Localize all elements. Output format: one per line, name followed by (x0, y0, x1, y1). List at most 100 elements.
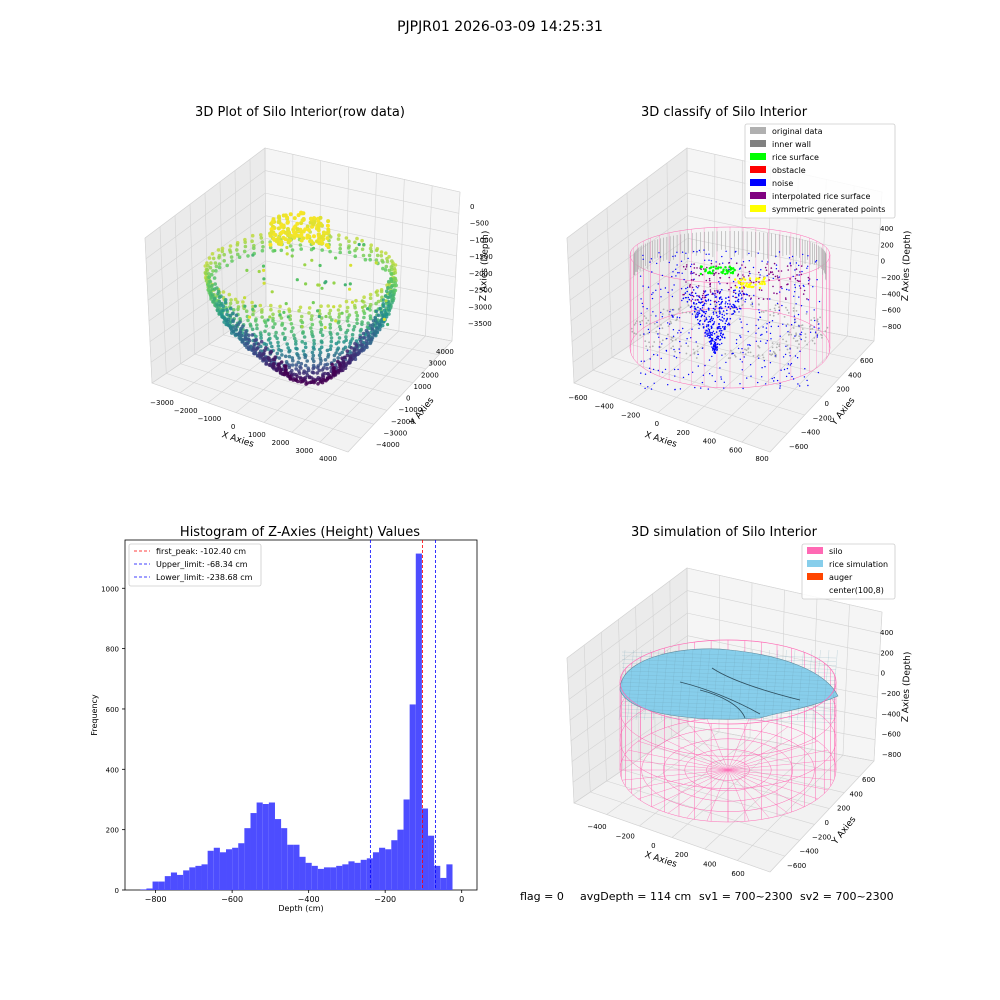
data-point (279, 248, 284, 253)
data-point (795, 340, 797, 342)
noise-point (741, 297, 743, 299)
data-point (259, 236, 264, 240)
noise-point (702, 374, 705, 376)
z-axis-label: Z Axies (Depth) (479, 231, 491, 302)
noise-point (691, 263, 693, 265)
noise-point (715, 331, 718, 333)
histogram-bar (305, 862, 312, 890)
rice-mesh-line (737, 649, 745, 721)
data-point (246, 337, 251, 342)
data-point (381, 313, 385, 318)
noise-point (706, 324, 708, 326)
panel-histogram: Histogram of Z-Axies (Height) Values −80… (90, 525, 478, 913)
noise-point (804, 368, 806, 370)
avg-depth-value: avgDepth = 114 cm (580, 890, 691, 903)
noise-point (649, 261, 651, 263)
noise-point (688, 332, 690, 334)
noise-point (807, 299, 810, 301)
data-point (675, 338, 677, 341)
histogram-bar (238, 843, 245, 890)
histogram-bar (268, 802, 275, 890)
data-point (777, 313, 780, 315)
noise-point (707, 388, 709, 390)
data-point (292, 333, 296, 338)
rice-mesh-line (703, 649, 711, 721)
rice-mesh-line (788, 649, 796, 721)
data-point (317, 241, 322, 246)
data-point (290, 356, 295, 360)
data-point (273, 249, 277, 253)
chart-title: 3D Plot of Silo Interior(row data) (195, 105, 405, 120)
data-point (211, 269, 215, 273)
noise-point (682, 297, 684, 300)
data-point (382, 308, 387, 313)
data-point (330, 362, 335, 367)
data-point (298, 305, 303, 310)
data-point (287, 354, 292, 359)
noise-point (668, 261, 670, 264)
tick-label: −600 (221, 895, 243, 904)
data-point (266, 318, 270, 322)
data-point (798, 335, 801, 338)
noise-point (660, 296, 662, 298)
grid-line (145, 170, 266, 259)
histogram-bar (330, 867, 337, 890)
silo-ring (619, 639, 837, 725)
data-point (325, 223, 330, 228)
data-point (303, 263, 307, 267)
data-point (685, 311, 688, 314)
noise-point (640, 372, 642, 374)
data-point (299, 380, 303, 384)
interp-point (697, 299, 699, 301)
grid-line (566, 567, 688, 659)
data-point (275, 237, 280, 242)
data-point (215, 303, 220, 307)
noise-point (712, 317, 714, 320)
data-point (306, 368, 311, 373)
noise-point (710, 260, 713, 262)
noise-point (669, 311, 671, 313)
data-point (772, 314, 775, 317)
data-point (206, 272, 211, 276)
data-point (317, 314, 321, 319)
noise-point (814, 319, 816, 322)
data-point (208, 280, 213, 284)
noise-point (718, 298, 721, 300)
data-point (212, 276, 217, 280)
data-point (813, 342, 816, 345)
data-point (281, 331, 285, 336)
data-point (320, 248, 325, 252)
noise-point (738, 294, 740, 297)
noise-point (794, 321, 796, 324)
noise-point (688, 298, 691, 301)
grid-line (566, 657, 575, 804)
data-point (674, 350, 676, 353)
interp-point (784, 297, 787, 299)
noise-point (780, 369, 782, 371)
grid-line (573, 382, 771, 453)
noise-point (658, 346, 660, 348)
noise-point (647, 386, 649, 388)
data-point (670, 336, 673, 339)
interp-point (742, 293, 745, 296)
data-point (345, 353, 350, 358)
data-point (245, 268, 249, 272)
data-point (230, 259, 234, 263)
data-point (311, 371, 316, 375)
data-point (281, 235, 286, 240)
data-point (338, 250, 343, 255)
data-point (785, 340, 788, 343)
histogram-bar (397, 829, 404, 890)
noise-point (718, 303, 721, 306)
flag-value: flag = 0 (520, 890, 564, 903)
noise-point (714, 338, 716, 341)
data-point (821, 336, 823, 339)
data-point (318, 215, 323, 220)
rice-mesh-line (695, 649, 702, 721)
data-point (688, 311, 691, 314)
silo-line (727, 740, 818, 771)
noise-point (773, 380, 775, 382)
data-point (656, 325, 659, 328)
noise-point (769, 362, 772, 364)
noise-point (686, 290, 688, 293)
